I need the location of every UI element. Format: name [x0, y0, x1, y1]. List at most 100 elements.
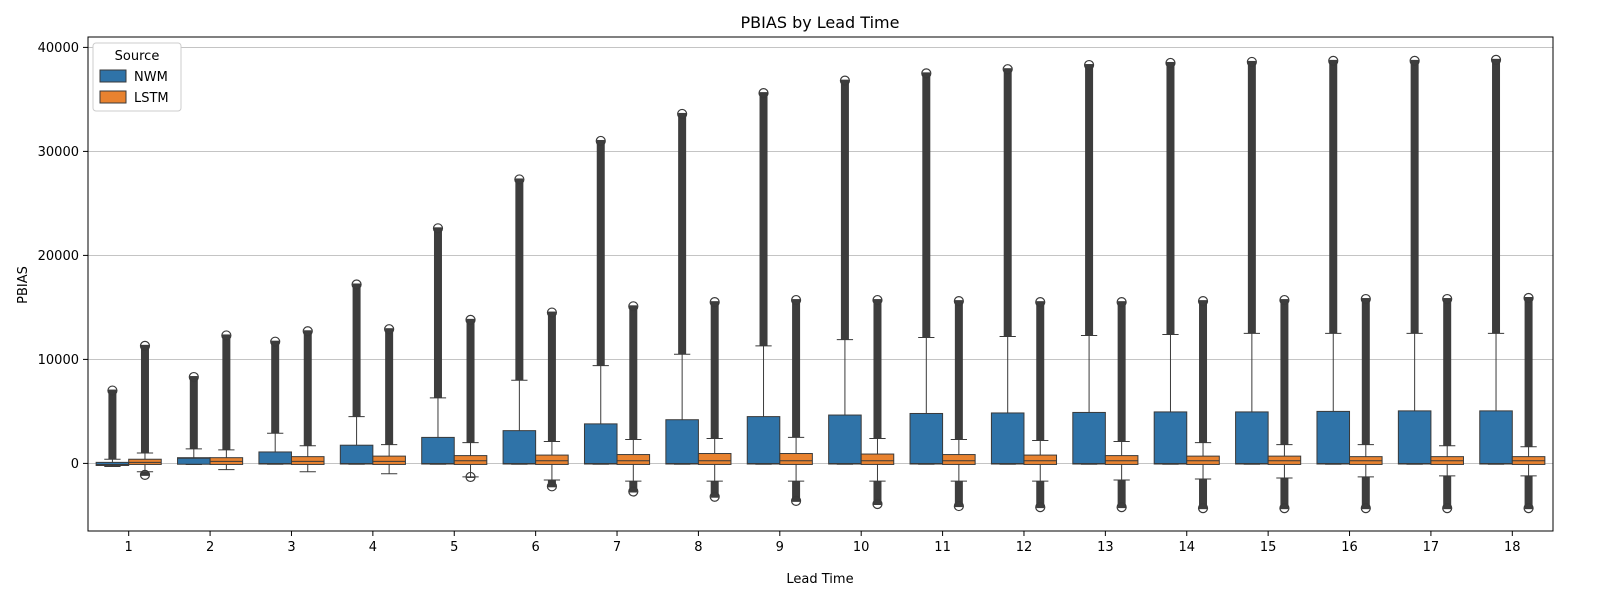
outliers-high — [303, 330, 312, 446]
iqr-box — [1153, 411, 1188, 465]
outliers-low — [1280, 477, 1289, 510]
x-tick-label: 18 — [1504, 540, 1521, 555]
outlier-min-marker — [1279, 503, 1290, 514]
outlier-min-marker — [709, 491, 720, 502]
iqr-box — [1186, 455, 1220, 465]
box-lstm-14 — [1186, 296, 1220, 514]
iqr-box — [697, 453, 732, 465]
outlier-max-marker — [1197, 296, 1209, 307]
outliers-high — [1329, 59, 1338, 334]
outliers-high — [710, 301, 719, 439]
outlier-min-marker — [872, 498, 883, 510]
outlier-min-marker — [1197, 503, 1209, 514]
box-lstm-18 — [1511, 292, 1546, 514]
iqr-box — [1397, 410, 1432, 465]
outliers-low — [1443, 475, 1452, 510]
box-lstm-10 — [860, 294, 895, 510]
box-lstm-7 — [616, 301, 651, 497]
iqr-box — [990, 412, 1025, 465]
iqr-box — [583, 423, 618, 465]
outlier-max-marker — [872, 294, 883, 306]
box-lstm-9 — [779, 294, 813, 506]
outlier-max-marker — [677, 108, 688, 120]
boxes-layer — [95, 54, 1546, 514]
x-tick-label: 3 — [287, 540, 295, 555]
x-tick-label: 4 — [369, 540, 377, 555]
x-tick-label: 6 — [531, 540, 539, 555]
box-lstm-2 — [209, 330, 244, 471]
outlier-max-marker — [302, 326, 313, 337]
box-nwm-7 — [583, 135, 618, 465]
legend-label-nwm: NWM — [134, 70, 168, 85]
outlier-max-marker — [1523, 292, 1534, 304]
outlier-max-marker — [790, 294, 802, 306]
outlier-max-marker — [1360, 293, 1371, 305]
y-tick-label: 20000 — [38, 249, 79, 264]
x-tick-label: 17 — [1423, 540, 1440, 555]
outlier-max-marker — [1442, 293, 1453, 305]
iqr-box — [1479, 410, 1513, 465]
box-lstm-3 — [290, 326, 325, 473]
box-nwm-8 — [665, 108, 699, 465]
y-tick-label: 40000 — [38, 41, 79, 56]
iqr-box — [128, 458, 162, 465]
outlier-max-marker — [839, 75, 851, 86]
outlier-min-marker — [546, 481, 558, 492]
box-lstm-16 — [1349, 293, 1383, 514]
box-nwm-11 — [909, 68, 944, 465]
outliers-high — [385, 328, 394, 445]
x-axis: 1 2 3 4 5 6 7 8 9 10 11 12 13 14 15 16 17 18 — [125, 531, 1521, 555]
box-lstm-17 — [1430, 293, 1464, 514]
iqr-box — [372, 455, 406, 465]
iqr-box — [1072, 411, 1106, 465]
outlier-max-marker — [465, 314, 476, 325]
outliers-high — [189, 376, 198, 449]
outlier-max-marker — [107, 385, 118, 396]
box-nwm-18 — [1479, 54, 1513, 465]
outlier-max-marker — [1279, 294, 1290, 306]
outliers-high — [1280, 299, 1289, 445]
outlier-max-marker — [546, 307, 558, 318]
outlier-max-marker — [188, 371, 199, 383]
iqr-box — [258, 451, 292, 465]
outlier-max-marker — [709, 297, 720, 308]
box-nwm-9 — [746, 88, 781, 465]
plot-frame — [87, 36, 1554, 532]
outliers-high — [271, 340, 280, 434]
iqr-box — [1104, 455, 1139, 465]
x-tick-label: 15 — [1260, 540, 1277, 555]
iqr-box — [665, 419, 699, 465]
outliers-low — [873, 481, 882, 505]
chart-title: PBIAS by Lead Time — [741, 13, 900, 32]
iqr-box — [860, 453, 895, 465]
iqr-box — [1023, 454, 1058, 465]
legend-title: Source — [115, 49, 160, 64]
outlier-min-marker — [1523, 503, 1534, 514]
box-lstm-13 — [1104, 297, 1139, 513]
box-lstm-6 — [535, 307, 569, 492]
x-tick-label: 7 — [613, 540, 621, 555]
outlier-max-marker — [1035, 297, 1046, 308]
box-lstm-4 — [372, 324, 406, 475]
iqr-box — [1267, 455, 1302, 465]
outlier-max-marker — [953, 296, 964, 307]
outlier-max-marker — [758, 88, 769, 99]
outlier-max-marker — [514, 174, 525, 185]
outliers-high — [1247, 60, 1256, 334]
box-nwm-10 — [828, 75, 862, 465]
outlier-max-marker — [270, 336, 281, 347]
outlier-max-marker — [1490, 54, 1502, 65]
box-nwm-6 — [502, 174, 537, 465]
iqr-box — [95, 461, 130, 466]
iqr-box — [502, 430, 537, 465]
legend-swatch-lstm — [99, 90, 127, 104]
x-tick-label: 14 — [1178, 540, 1195, 555]
outlier-max-marker — [351, 279, 362, 290]
outliers-high — [1036, 301, 1045, 441]
box-lstm-5 — [453, 314, 488, 483]
outliers-high — [1003, 68, 1012, 337]
box-nwm-17 — [1397, 55, 1432, 465]
box-nwm-14 — [1153, 57, 1188, 465]
outliers-low — [954, 481, 963, 508]
